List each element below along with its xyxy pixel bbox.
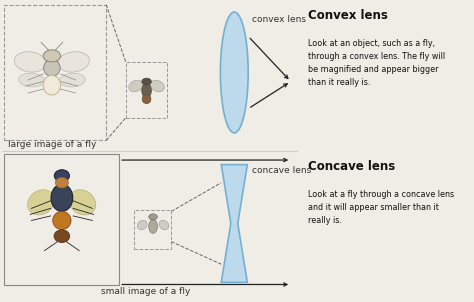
Ellipse shape	[150, 80, 164, 92]
Ellipse shape	[142, 83, 151, 98]
Text: Look at a fly through a concave lens
and it will appear smaller than it
really i: Look at a fly through a concave lens and…	[308, 190, 454, 225]
Bar	[126, 62, 167, 118]
Ellipse shape	[149, 220, 157, 233]
Text: large image of a fly: large image of a fly	[8, 140, 96, 149]
Circle shape	[142, 78, 151, 85]
Ellipse shape	[27, 190, 55, 215]
Circle shape	[43, 50, 61, 62]
Ellipse shape	[14, 52, 46, 72]
Bar	[4, 5, 106, 140]
Ellipse shape	[18, 73, 45, 87]
Ellipse shape	[137, 220, 147, 230]
Ellipse shape	[54, 230, 70, 243]
Ellipse shape	[59, 73, 85, 87]
Ellipse shape	[44, 59, 60, 76]
Polygon shape	[220, 12, 248, 133]
Text: Concave lens: Concave lens	[308, 160, 395, 173]
Ellipse shape	[55, 177, 68, 188]
Ellipse shape	[69, 190, 96, 215]
Bar	[135, 210, 171, 249]
Ellipse shape	[142, 95, 151, 104]
Text: small image of a fly: small image of a fly	[100, 287, 190, 296]
Ellipse shape	[43, 76, 61, 95]
Circle shape	[149, 214, 157, 220]
Ellipse shape	[51, 184, 73, 211]
Text: Look at an object, such as a fly,
through a convex lens. The fly will
be magnifi: Look at an object, such as a fly, throug…	[308, 39, 445, 87]
Bar	[4, 154, 119, 285]
Ellipse shape	[58, 52, 90, 72]
Polygon shape	[221, 165, 247, 282]
Text: convex lens: convex lens	[252, 15, 306, 24]
Ellipse shape	[53, 211, 71, 230]
Ellipse shape	[129, 80, 143, 92]
Text: Convex lens: Convex lens	[308, 9, 388, 22]
Text: concave lens: concave lens	[252, 166, 311, 175]
Ellipse shape	[159, 220, 169, 230]
Ellipse shape	[55, 170, 70, 182]
